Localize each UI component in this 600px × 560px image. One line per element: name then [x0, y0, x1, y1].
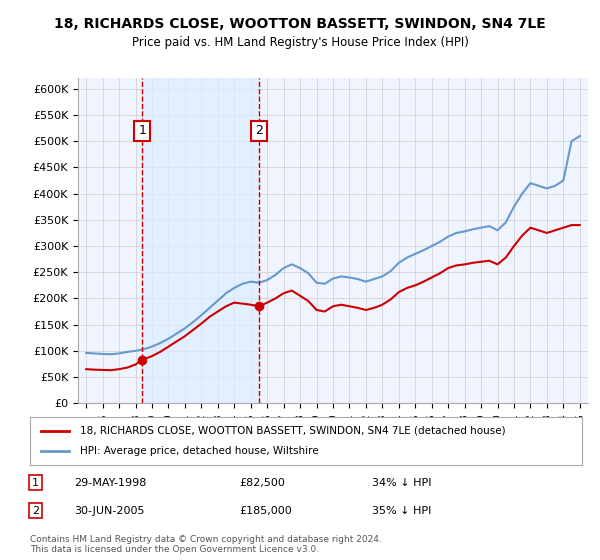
Text: Price paid vs. HM Land Registry's House Price Index (HPI): Price paid vs. HM Land Registry's House … — [131, 36, 469, 49]
Text: 18, RICHARDS CLOSE, WOOTTON BASSETT, SWINDON, SN4 7LE: 18, RICHARDS CLOSE, WOOTTON BASSETT, SWI… — [54, 17, 546, 31]
Text: £185,000: £185,000 — [240, 506, 293, 516]
Text: 2: 2 — [255, 124, 263, 137]
Text: 18, RICHARDS CLOSE, WOOTTON BASSETT, SWINDON, SN4 7LE (detached house): 18, RICHARDS CLOSE, WOOTTON BASSETT, SWI… — [80, 426, 505, 436]
Bar — [142, 78, 259, 403]
Text: 35% ↓ HPI: 35% ↓ HPI — [372, 506, 431, 516]
Text: 2: 2 — [32, 506, 39, 516]
Text: Contains HM Land Registry data © Crown copyright and database right 2024.
This d: Contains HM Land Registry data © Crown c… — [30, 535, 382, 554]
Text: 29-MAY-1998: 29-MAY-1998 — [74, 478, 146, 488]
Text: 1: 1 — [32, 478, 39, 488]
Text: £82,500: £82,500 — [240, 478, 286, 488]
Text: HPI: Average price, detached house, Wiltshire: HPI: Average price, detached house, Wilt… — [80, 446, 319, 456]
Text: 1: 1 — [138, 124, 146, 137]
Text: 30-JUN-2005: 30-JUN-2005 — [74, 506, 145, 516]
Text: 34% ↓ HPI: 34% ↓ HPI — [372, 478, 432, 488]
